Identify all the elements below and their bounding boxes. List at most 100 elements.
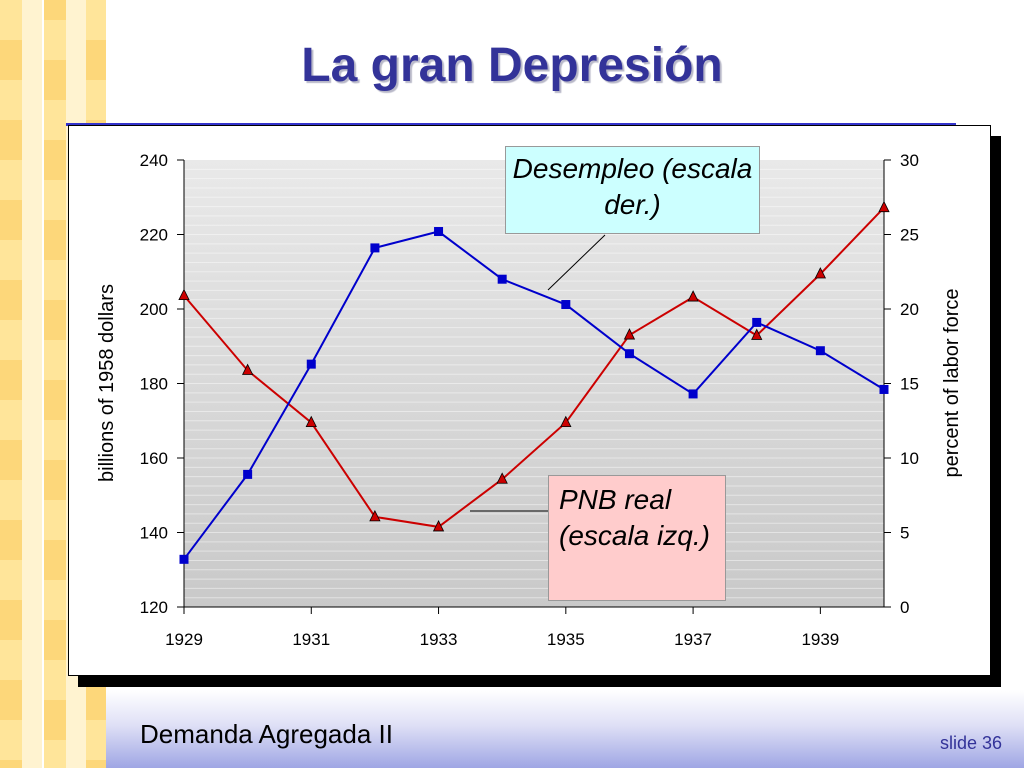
gnp-point xyxy=(560,415,572,428)
unemployment-callout: Desempleo (escala der.) xyxy=(505,146,760,234)
checker-cell xyxy=(0,520,22,560)
y-axis-left-label: billions of 1958 dollars xyxy=(96,284,118,482)
y-right-tick-label: 25 xyxy=(900,226,919,245)
slide-number: slide 36 xyxy=(939,733,1002,753)
gnp-point xyxy=(878,200,890,213)
x-tick-label: 1937 xyxy=(674,630,712,649)
title-divider xyxy=(66,123,956,126)
unemployment-point xyxy=(624,349,634,359)
gnp-point xyxy=(178,288,190,300)
checker-cell xyxy=(86,760,106,768)
unemployment-point xyxy=(179,554,189,564)
unemployment-point xyxy=(497,274,507,284)
checker-cell xyxy=(86,80,106,120)
y-left-tick-label: 200 xyxy=(140,300,168,319)
axes xyxy=(177,159,891,614)
gnp-point xyxy=(751,328,763,340)
y-right-tick-label: 0 xyxy=(900,598,909,617)
unemployment-point xyxy=(306,359,316,369)
checker-cell xyxy=(44,740,66,768)
slide-title: La gran Depresión xyxy=(301,39,723,92)
checker-cell xyxy=(44,260,66,300)
y-right-tick-label: 30 xyxy=(900,151,919,170)
checker-cell xyxy=(0,0,22,40)
checker-cell xyxy=(0,200,22,240)
unemployment-callout-leader xyxy=(547,234,606,291)
series-line xyxy=(183,206,885,528)
checker-cell xyxy=(0,640,22,680)
x-tick-label: 1931 xyxy=(292,630,330,649)
checker-cell xyxy=(0,160,22,200)
y-left-tick-label: 180 xyxy=(140,375,168,394)
checker-cell xyxy=(44,220,66,260)
checker-cell xyxy=(0,600,22,640)
checker-cell xyxy=(0,440,22,480)
y-left-tick-label: 140 xyxy=(140,524,168,543)
unemployment-point xyxy=(243,469,253,479)
gnp-point xyxy=(623,328,636,340)
gnp-point xyxy=(241,363,254,375)
x-tick-label: 1929 xyxy=(165,630,203,649)
checker-cell xyxy=(44,500,66,540)
checker-cell xyxy=(44,660,66,700)
checker-cell xyxy=(44,420,66,460)
unemployment-point xyxy=(561,300,571,310)
unemployment-point xyxy=(752,317,762,327)
y-right-tick-label: 20 xyxy=(900,300,919,319)
gridlines xyxy=(184,168,884,599)
y-left-tick-label: 220 xyxy=(140,226,168,245)
checker-cell xyxy=(0,760,22,768)
x-tick-label: 1935 xyxy=(547,630,585,649)
checker-strip xyxy=(22,0,42,768)
checker-cell xyxy=(44,540,66,580)
checker-cell xyxy=(0,720,22,760)
checker-cell xyxy=(44,60,66,100)
unemployment-point xyxy=(434,227,444,237)
unemployment-point xyxy=(879,384,889,394)
checker-cell xyxy=(44,0,66,20)
footer-title: Demanda Agregada II xyxy=(140,719,393,749)
checker-cell xyxy=(0,240,22,280)
checker-cell xyxy=(44,620,66,660)
checker-cell xyxy=(0,560,22,600)
y-right-tick-label: 15 xyxy=(900,375,919,394)
y-left-tick-label: 120 xyxy=(140,598,168,617)
checker-cell xyxy=(86,0,106,40)
gnp-point xyxy=(687,290,699,302)
y-left-tick-label: 240 xyxy=(140,151,168,170)
checker-cell xyxy=(0,280,22,320)
y-left-tick-label: 160 xyxy=(140,449,168,468)
y-right-tick-label: 10 xyxy=(900,449,919,468)
checker-cell xyxy=(44,460,66,500)
checker-cell xyxy=(44,300,66,340)
x-tick-label: 1933 xyxy=(420,630,458,649)
checker-cell xyxy=(44,700,66,740)
checker-cell xyxy=(0,320,22,360)
checker-cell xyxy=(0,80,22,120)
unemployment-point xyxy=(370,243,380,253)
y-axis-right-label: percent of labor force xyxy=(941,289,963,478)
checker-cell xyxy=(44,100,66,140)
checker-cell xyxy=(0,360,22,400)
gnp-point xyxy=(496,472,508,484)
checker-cell xyxy=(44,380,66,420)
checker-cell xyxy=(0,120,22,160)
checker-cell xyxy=(86,720,106,760)
checker-cell xyxy=(86,680,106,720)
gnp-point xyxy=(814,267,827,279)
y-right-tick-label: 5 xyxy=(900,524,909,543)
tick-labels: 120 140 160 180 200 220 240 0 5 10 15 20 25 30 1929 193… xyxy=(140,151,919,649)
checker-cell xyxy=(44,580,66,620)
checker-cell xyxy=(0,40,22,80)
checker-cell xyxy=(0,480,22,520)
series-group xyxy=(178,200,890,564)
gnp-point xyxy=(432,520,445,532)
series-line xyxy=(183,230,885,560)
gnp-callout: PNB real (escala izq.) xyxy=(548,475,726,601)
checker-cell xyxy=(0,400,22,440)
checker-cell xyxy=(44,20,66,60)
checker-cell xyxy=(0,680,22,720)
gnp-point xyxy=(369,509,381,522)
checker-cell xyxy=(44,140,66,180)
